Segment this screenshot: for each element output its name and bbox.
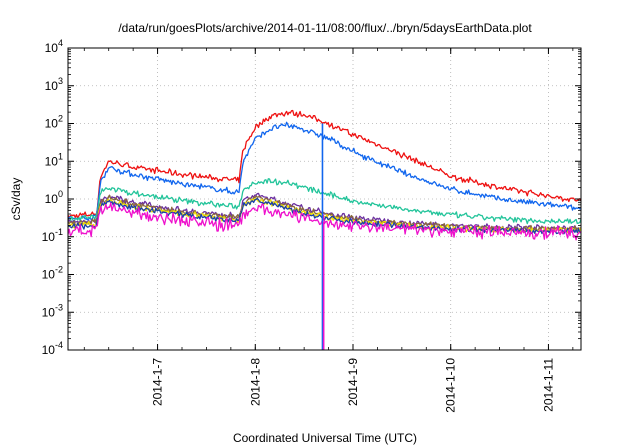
y-tick-label: 10-4	[42, 340, 63, 357]
y-tick-label: 103	[45, 76, 63, 93]
y-tick-label: 104	[45, 38, 63, 55]
y-axis-title: cSv/day	[9, 178, 23, 221]
series-line	[68, 197, 581, 235]
chart-title: /data/run/goesPlots/archive/2014-01-11/0…	[118, 21, 532, 35]
x-axis-title: Coordinated Universal Time (UTC)	[233, 431, 417, 445]
grid-lines	[68, 48, 581, 350]
y-tick-label: 102	[45, 114, 63, 131]
series-line	[68, 121, 581, 221]
series-line	[68, 109, 581, 219]
y-tick-label: 10-1	[42, 227, 63, 244]
x-tick-label: 2014-1-7	[151, 358, 165, 406]
y-axis: 10-4 10-3 10-2 10-1 100 101 102 103 104	[42, 38, 581, 357]
x-tick-label: 2014-1-9	[346, 358, 360, 406]
series-group	[68, 109, 581, 241]
x-tick-label: 2014-1-10	[444, 358, 458, 413]
y-tick-label: 101	[45, 151, 63, 168]
series-line	[68, 178, 581, 225]
y-tick-label: 10-2	[42, 265, 63, 282]
y-tick-label: 10-3	[42, 302, 63, 319]
x-tick-label: 2014-1-11	[541, 358, 555, 412]
dropout-lines	[321, 123, 325, 350]
y-tick-label: 100	[45, 189, 63, 206]
series-line	[68, 202, 581, 241]
x-axis: 2014-1-7 2014-1-8 2014-1-9 2014-1-10 2014-1-…	[83, 48, 574, 413]
x-tick-label: 2014-1-8	[248, 358, 262, 406]
